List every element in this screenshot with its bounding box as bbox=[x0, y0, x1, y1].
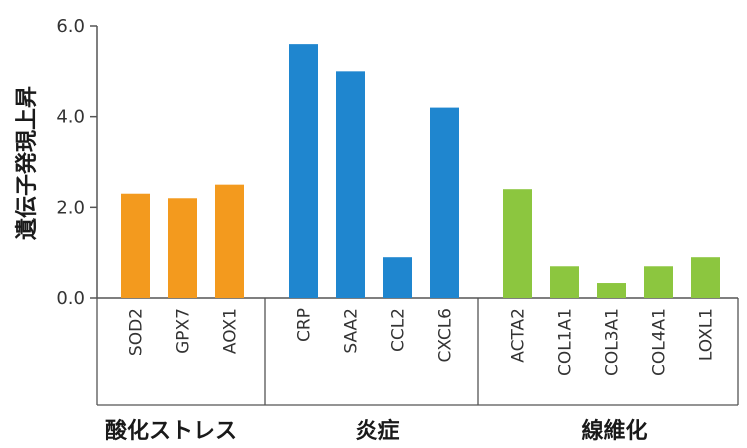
bar-aox1 bbox=[215, 184, 244, 298]
category-label: SOD2 bbox=[127, 308, 147, 356]
group-label: 酸化ストレス bbox=[105, 418, 237, 444]
bar-crp bbox=[289, 44, 318, 299]
bar-gpx7 bbox=[168, 198, 197, 298]
y-tick-label: 2.0 bbox=[56, 197, 85, 218]
y-tick-label: 4.0 bbox=[56, 107, 85, 128]
category-label: AOX1 bbox=[221, 308, 241, 354]
bar-cxcl6 bbox=[430, 107, 459, 298]
category-label: COL1A1 bbox=[556, 308, 576, 376]
category-label: GPX7 bbox=[174, 308, 194, 354]
category-label: CCL2 bbox=[389, 308, 409, 352]
y-axis-label: 遺伝子発現上昇 bbox=[15, 86, 40, 240]
category-label: COL4A1 bbox=[650, 308, 670, 376]
group-label: 線維化 bbox=[581, 418, 647, 444]
category-label: LOXL1 bbox=[697, 308, 717, 361]
category-label: ACTA2 bbox=[509, 308, 529, 363]
axes: 0.0 2.0 4.0 6.0 bbox=[56, 16, 739, 406]
bar-col3a1 bbox=[597, 283, 626, 298]
category-label: CXCL6 bbox=[436, 308, 456, 362]
labels: SOD2 GPX7 AOX1 酸化ストレス CRP SAA2 CCL2 CXCL6 炎症 ACTA… bbox=[105, 308, 717, 444]
category-label: COL3A1 bbox=[603, 308, 623, 376]
bar-loxl1 bbox=[691, 257, 720, 298]
bar-acta2 bbox=[503, 189, 532, 298]
bar-sod2 bbox=[121, 193, 150, 298]
y-tick-label: 6.0 bbox=[56, 16, 85, 37]
bar-col4a1 bbox=[644, 266, 673, 298]
bars bbox=[121, 44, 720, 299]
y-tick-label: 0.0 bbox=[56, 288, 85, 309]
category-label: CRP bbox=[295, 308, 315, 342]
group-label: 炎症 bbox=[355, 418, 399, 444]
bar-saa2 bbox=[336, 71, 365, 298]
category-label: SAA2 bbox=[342, 308, 362, 354]
bar-ccl2 bbox=[383, 257, 412, 298]
bar-col1a1 bbox=[550, 266, 579, 298]
